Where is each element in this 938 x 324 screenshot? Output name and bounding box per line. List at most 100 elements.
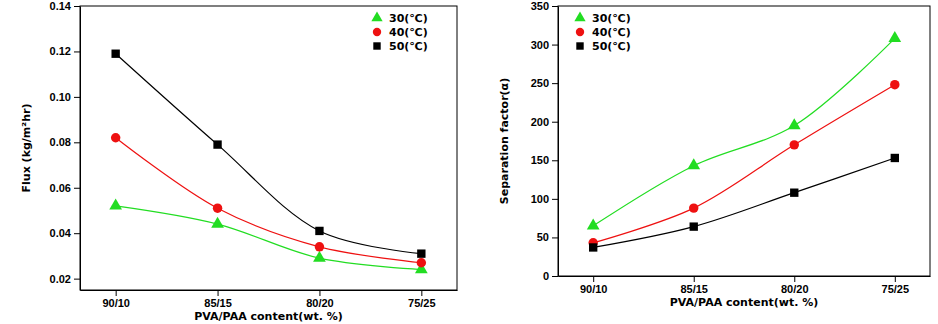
y-tick-mark: [74, 6, 80, 7]
y-tick-mark: [552, 122, 558, 123]
y-tick: 150: [531, 154, 558, 166]
data-point: [790, 189, 798, 197]
x-tick-mark: [593, 276, 594, 282]
data-point: [109, 199, 122, 210]
y-axis-title: Flux (kg/m²hr): [20, 104, 33, 193]
y-tick: 350: [531, 0, 558, 12]
x-tick: 80/20: [781, 276, 809, 295]
x-tick-label: 85/15: [680, 283, 708, 295]
y-axis: 0.02 0.04 0.06 0.08 0.10 0.12 0.14: [50, 0, 81, 290]
x-tick-label: 80/20: [306, 297, 334, 309]
y-tick-label: 0.14: [50, 0, 72, 12]
legend-label: 30(℃): [592, 12, 631, 25]
x-tick-label: 90/10: [580, 283, 608, 295]
legend: 30(℃)40(℃)50(℃): [574, 11, 630, 53]
y-axis-line: [558, 7, 559, 277]
y-tick-mark: [74, 188, 80, 189]
legend-symbol: [574, 11, 585, 21]
legend-symbol: [373, 42, 380, 49]
marks: [587, 31, 901, 252]
y-tick-mark: [74, 51, 80, 52]
legend-label: 50(℃): [389, 40, 428, 53]
y-tick-label: 0.10: [50, 91, 71, 103]
y-tick-label: 0.06: [50, 182, 71, 194]
data-point: [891, 154, 899, 162]
y-tick-label: 300: [531, 39, 549, 51]
legend-item: 30(℃): [574, 11, 630, 25]
x-tick-label: 75/25: [882, 283, 910, 295]
data-point: [315, 227, 323, 235]
y-tick-label: 200: [531, 116, 549, 128]
series-line: [593, 38, 895, 225]
x-tick-mark: [116, 290, 117, 296]
data-point: [788, 118, 801, 129]
legend-item: 50(℃): [576, 40, 630, 53]
x-tick: 85/15: [680, 276, 708, 295]
data-point: [213, 203, 222, 212]
legend-label: 40(℃): [592, 26, 631, 39]
y-tick: 0.12: [50, 45, 80, 57]
data-point: [111, 133, 120, 142]
x-tick: 90/10: [102, 290, 130, 309]
y-tick-mark: [552, 276, 558, 277]
x-tick-mark: [694, 276, 695, 282]
y-tick: 0.06: [50, 182, 80, 194]
legend: 30(℃)40(℃)50(℃): [371, 11, 427, 53]
x-tick-mark: [895, 276, 896, 282]
y-tick-label: 0.04: [50, 227, 72, 239]
legend-item: 50(℃): [373, 40, 427, 53]
x-axis: 90/1085/1580/2075/25: [81, 290, 458, 309]
data-point: [589, 243, 597, 251]
x-tick: 75/25: [882, 276, 910, 295]
y-axis: 050100150200250300350: [531, 0, 559, 282]
x-axis-line: [559, 276, 931, 277]
data-point: [587, 219, 600, 230]
y-tick-mark: [552, 237, 558, 238]
y-tick-label: 0.02: [50, 273, 71, 285]
data-point: [417, 249, 425, 257]
legend-symbol: [576, 42, 583, 49]
y-tick: 250: [531, 77, 558, 89]
legend-item: 40(℃): [576, 26, 631, 39]
series-line: [593, 85, 895, 243]
legend-label: 50(℃): [592, 40, 631, 53]
y-tick-mark: [74, 279, 80, 280]
x-tick-mark: [319, 290, 320, 296]
data-point: [111, 50, 119, 58]
x-axis: 90/10 85/15 80/20 75/25: [559, 276, 931, 295]
data-point: [690, 222, 698, 230]
y-tick-label: 0.08: [50, 136, 71, 148]
data-point: [890, 80, 899, 89]
y-tick: 0.14: [50, 0, 80, 12]
y-tick-mark: [552, 45, 558, 46]
data-point: [689, 203, 698, 212]
x-tick-mark: [794, 276, 795, 282]
legend-symbol: [576, 28, 584, 36]
x-tick: 85/15: [204, 290, 232, 309]
y-tick: 100: [531, 193, 558, 205]
data-point: [313, 251, 326, 262]
y-tick-mark: [552, 6, 558, 7]
x-axis-title: PVA/PAA content(wt. %): [670, 296, 819, 309]
data-point: [211, 217, 224, 228]
data-point: [417, 258, 426, 267]
chart-1: 05010015020025030035090/1085/1580/2075/2…: [498, 0, 931, 309]
plot-frame: [558, 6, 930, 276]
marks: [109, 50, 427, 274]
y-tick-mark: [552, 83, 558, 84]
data-point: [687, 158, 700, 169]
x-tick-label: 90/10: [102, 297, 130, 309]
legend-symbol: [373, 28, 381, 36]
data-point: [315, 242, 324, 251]
data-point: [888, 31, 901, 42]
y-tick-mark: [74, 97, 80, 98]
y-tick: 300: [531, 39, 558, 51]
legend-symbol: [371, 11, 382, 21]
series-line: [116, 138, 422, 263]
y-tick-mark: [74, 233, 80, 234]
y-tick: 0.02: [50, 273, 80, 285]
y-tick: 0.10: [50, 91, 80, 103]
x-tick: 80/20: [306, 290, 334, 309]
y-tick: 50: [537, 231, 558, 243]
y-tick-label: 250: [531, 77, 549, 89]
